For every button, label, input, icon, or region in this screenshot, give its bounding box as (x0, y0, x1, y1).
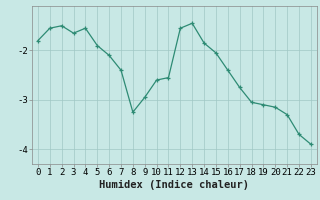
X-axis label: Humidex (Indice chaleur): Humidex (Indice chaleur) (100, 180, 249, 190)
